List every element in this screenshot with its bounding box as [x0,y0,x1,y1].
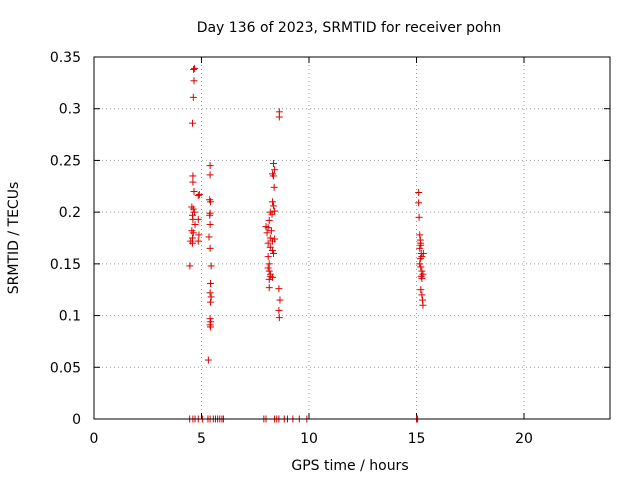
y-tick-label: 0 [72,412,81,428]
data-point [194,192,202,200]
y-tick-label: 0.05 [50,360,81,376]
data-point [419,250,427,258]
data-point [416,231,424,239]
data-point [418,291,426,299]
data-point [189,205,197,213]
data-point [415,188,423,196]
data-point [207,323,215,331]
data-point [268,273,276,281]
data-point [188,119,196,127]
data-point [270,183,278,191]
x-tick-label: 15 [408,431,426,447]
data-point [417,286,425,294]
data-point [265,260,273,268]
chart-title: Day 136 of 2023, SRMTID for receiver poh… [197,20,502,36]
data-point [191,221,199,229]
data-point [419,301,427,309]
data-point [264,253,272,261]
data-point [268,210,276,218]
data-point [264,264,272,272]
y-tick-label: 0.1 [59,309,81,325]
data-point [270,160,278,168]
data-point [418,267,426,275]
data-point [206,244,214,252]
data-point [194,215,202,223]
data-point [276,296,284,304]
data-point [190,77,198,85]
x-tick-label: 0 [90,431,99,447]
data-point [206,162,214,170]
data-point [206,289,214,297]
data-point [268,198,276,206]
data-point [267,227,275,235]
data-point [264,224,272,232]
data-point [415,213,423,221]
data-point [271,235,279,243]
data-point [195,231,203,239]
x-tick-label: 5 [197,431,206,447]
data-point [418,274,426,282]
data-point [194,237,202,245]
y-tick-label: 0.2 [59,205,81,221]
data-points [186,64,427,423]
data-point [206,211,214,219]
data-point [186,262,194,270]
data-point [275,285,283,293]
data-point [275,306,283,314]
data-point [207,280,215,288]
data-point [265,216,273,224]
data-point [190,65,198,73]
x-axis-label: GPS time / hours [291,458,408,474]
x-tick-label: 10 [300,431,318,447]
data-point [205,233,213,241]
data-point [189,178,197,186]
data-point [191,64,199,72]
data-point [263,229,271,237]
data-point [270,202,278,210]
data-point [416,255,424,263]
data-point [207,293,215,301]
grid-lines [94,57,610,419]
axis-ticks [93,56,610,420]
data-point [189,93,197,101]
data-point [416,260,424,268]
data-point [207,262,215,270]
data-point [188,239,196,247]
data-point [195,191,203,199]
data-point [416,244,424,252]
data-point [265,267,273,275]
plot-frame [93,56,611,420]
data-point [206,171,214,179]
data-point [417,263,425,271]
data-point [206,315,214,323]
data-point [190,187,198,195]
data-point [275,113,283,121]
tick-labels: 0 5 10 15 20 0 0.05 0.1 0.15 0.2 0.25 0.3 0.35 [50,50,533,447]
data-point [207,298,215,306]
y-tick-label: 0.35 [50,50,81,66]
data-point [207,198,215,206]
data-point [206,221,214,229]
y-tick-label: 0.25 [50,153,81,169]
data-point [271,166,279,174]
data-point [204,356,212,364]
data-point [189,229,197,237]
data-point [416,239,424,247]
y-tick-label: 0.3 [59,102,81,118]
data-point [264,239,272,247]
y-axis-label: SRMTID / TECUs [6,182,22,295]
data-point [268,170,276,178]
data-point [275,314,283,322]
data-point [189,172,197,180]
data-point [268,246,276,254]
data-point [265,284,273,292]
data-point [415,199,423,207]
data-point [270,250,278,258]
y-tick-label: 0.15 [50,257,81,273]
x-tick-label: 20 [515,431,533,447]
